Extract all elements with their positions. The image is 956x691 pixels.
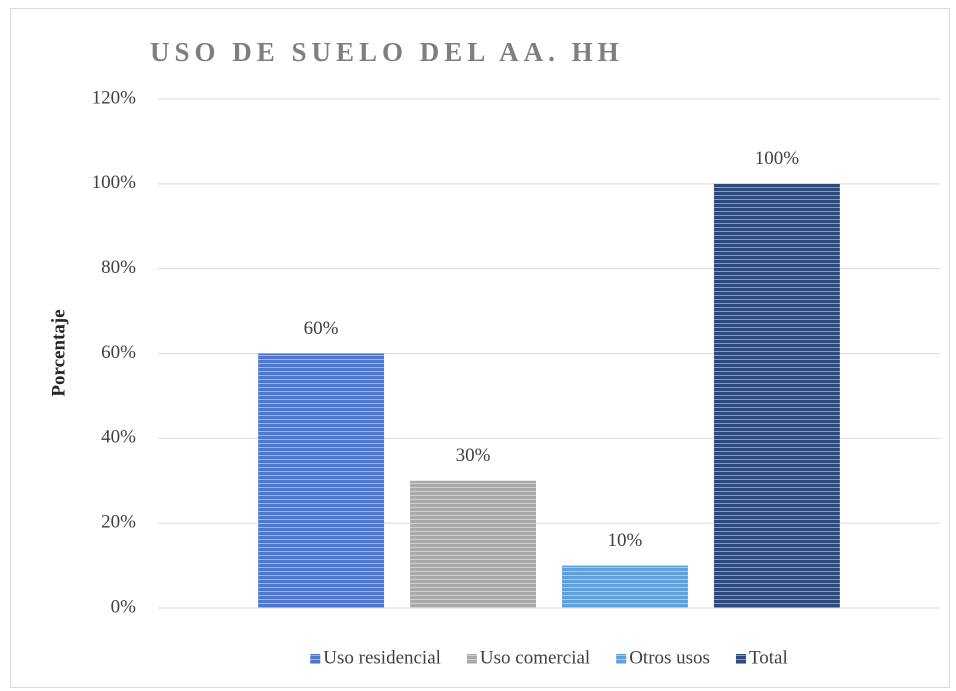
data-label: 10% [608, 530, 643, 551]
legend-swatch [735, 654, 746, 664]
chart-title: USO DE SUELO DEL AA. HH [150, 37, 624, 67]
y-tick-label: 20% [101, 512, 136, 533]
bar [713, 183, 840, 609]
legend-label: Total [749, 647, 788, 668]
y-axis-label: Porcentaje [48, 309, 69, 396]
legend-label: Uso comercial [480, 647, 590, 668]
y-tick-label: 40% [101, 427, 136, 448]
legend-swatch [310, 654, 321, 664]
data-label: 100% [755, 148, 800, 169]
y-tick-label: 60% [101, 342, 136, 363]
bar [410, 480, 536, 608]
legend-swatch [616, 654, 627, 664]
legend-label: Otros usos [629, 647, 710, 668]
y-tick-label: 80% [101, 257, 136, 278]
data-label: 30% [456, 445, 491, 466]
y-tick-label: 0% [111, 596, 137, 617]
y-tick-label: 100% [92, 172, 137, 193]
bar [562, 565, 688, 608]
bar [258, 353, 385, 608]
y-tick-label: 120% [92, 87, 137, 108]
legend-label: Uso residencial [323, 647, 441, 668]
data-label: 60% [304, 318, 339, 339]
legend-swatch [466, 654, 477, 664]
